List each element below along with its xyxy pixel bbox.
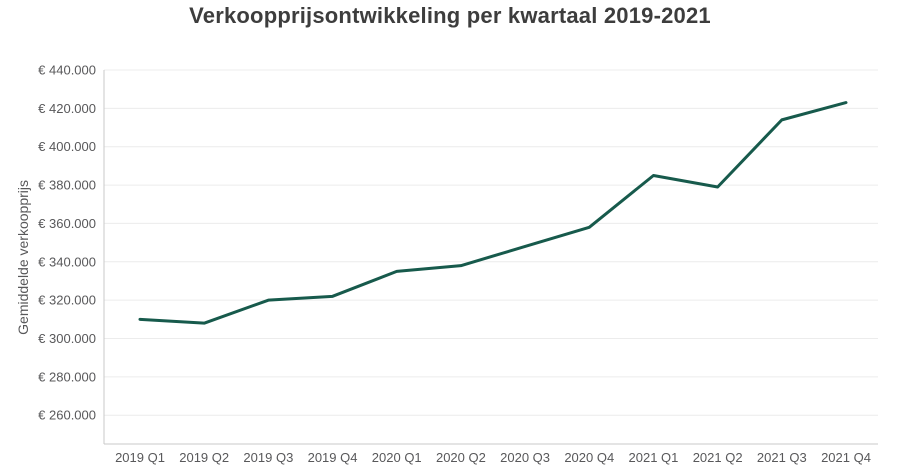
x-tick-label: 2020 Q3 (500, 450, 550, 465)
x-tick-label: 2021 Q3 (757, 450, 807, 465)
y-tick-label: € 400.000 (38, 139, 96, 154)
y-tick-label: € 380.000 (38, 178, 96, 193)
x-tick-label: 2020 Q4 (564, 450, 614, 465)
x-tick-label: 2019 Q2 (179, 450, 229, 465)
x-tick-label: 2019 Q1 (115, 450, 165, 465)
x-tick-label: 2021 Q4 (821, 450, 871, 465)
y-tick-label: € 340.000 (38, 254, 96, 269)
price-line-series (138, 101, 848, 325)
y-tick-label: € 260.000 (38, 408, 96, 423)
chart-title: Verkoopprijsontwikkeling per kwartaal 20… (189, 3, 711, 28)
y-tick-label: € 440.000 (38, 63, 96, 78)
y-tick-label: € 280.000 (38, 369, 96, 384)
x-tick-label: 2021 Q1 (629, 450, 679, 465)
x-tick-label: 2020 Q2 (436, 450, 486, 465)
x-tick-label: 2021 Q2 (693, 450, 743, 465)
y-tick-label: € 320.000 (38, 293, 96, 308)
y-tick-label: € 360.000 (38, 216, 96, 231)
y-tick-label: € 300.000 (38, 331, 96, 346)
y-tick-label: € 420.000 (38, 101, 96, 116)
x-tick-label: 2019 Q4 (308, 450, 358, 465)
x-tick-label: 2019 Q3 (243, 450, 293, 465)
x-tick-label: 2020 Q1 (372, 450, 422, 465)
